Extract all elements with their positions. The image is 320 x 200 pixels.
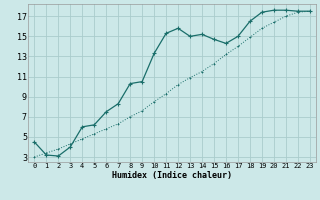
X-axis label: Humidex (Indice chaleur): Humidex (Indice chaleur)	[112, 171, 232, 180]
